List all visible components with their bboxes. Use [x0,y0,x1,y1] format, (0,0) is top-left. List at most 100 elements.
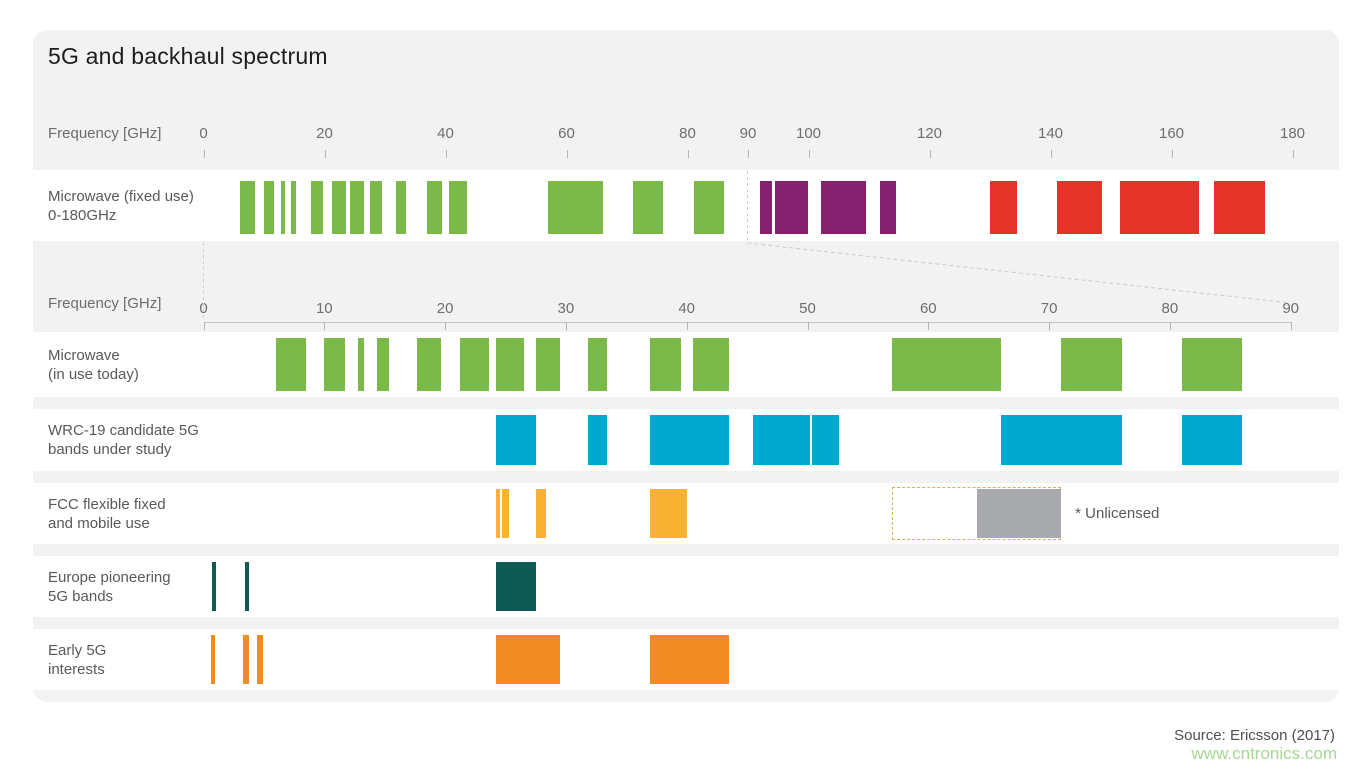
axis-top-tick-label: 90 [739,125,757,142]
axis-main-tick-mark [928,322,930,330]
axis-top-tick-label: 120 [916,125,943,142]
band-segment-fcc-27.5to28.35 [535,489,546,538]
band-segment-wrc19-37to43.5 [650,415,729,465]
axis-top-tick-label: 20 [316,125,333,142]
band-segment-wrc19-45.5to50.2 [753,415,810,465]
row-stripe-inuse [33,332,1339,397]
band-segment-early-0.6to0.7 [210,635,215,684]
axis-main-line [203,322,1291,323]
band-segment-inuse-12.75to13.25 [357,338,364,391]
band-segment-wrc19-66to76 [1000,415,1122,465]
band-segment-early-37to43.5 [650,635,729,684]
band-segment-fixed-141to148.5 [1056,181,1102,234]
axis-main-tick-label: 60 [919,300,937,317]
band-segment-europe-3.4to3.8 [244,562,250,611]
row-label-wrc19: WRC-19 candidate 5G bands under study [48,421,199,459]
axis-main-tick-mark [807,322,809,330]
band-segment-inuse-40.5to43.5 [692,338,729,391]
axis-main-tick-label: 80 [1161,300,1179,317]
axis-main-tick-mark [1049,322,1051,330]
band-segment-inuse-24.25to26.5 [496,338,524,391]
band-segment-fcc-37to40 [650,489,687,538]
axis-main-tick-mark [324,322,326,330]
unlicensed-note: * Unlicensed [1075,504,1160,522]
row-label-line: FCC flexible fixed [48,495,166,513]
row-label-line: Microwave (fixed use) [48,187,194,205]
axis-top-tick-label: 100 [795,125,822,142]
axis-main-tick-mark [565,322,567,330]
band-segment-fixed-27.5to29.5 [369,181,382,234]
axis-top-tick-label: 0 [199,125,208,142]
band-segment-inuse-81to86 [1181,338,1243,391]
row-label-line: WRC-19 candidate 5G [48,422,199,439]
band-segment-inuse-6to8.5 [275,338,307,391]
band-segment-fixed-17.7to19.7 [310,181,323,234]
band-segment-fixed-71to76 [633,181,664,234]
band-segment-fixed-130to134.5 [990,181,1018,234]
row-label-line: 0-180GHz [48,206,117,224]
axis-main-tick-mark [686,322,688,330]
row-label-fixed: Microwave (fixed use) 0-180GHz [48,187,194,225]
axis-main-tick-label: 50 [799,300,816,317]
band-segment-fixed-14.4to15.35 [290,181,297,234]
axis-top-tick-mark [929,150,931,158]
axis-main-tick-label: 70 [1040,300,1058,317]
band-segment-wrc19-31.8to33.4 [587,415,607,465]
band-segment-fixed-21.2to23.6 [331,181,347,234]
axis-main-tick-label: 90 [1282,300,1300,317]
axis-top-tick-label: 140 [1037,125,1064,142]
band-segment-fixed-81to86 [693,181,724,234]
axis-top-tick-mark [808,150,810,158]
axis-main-tick-mark [1169,322,1171,330]
band-segment-early-4.4to4.9 [256,635,263,684]
band-segment-fixed-151.5to164.5 [1120,181,1199,234]
band-segment-inuse-31.8to33.4 [587,338,607,391]
band-segment-fixed-57to66 [548,181,603,234]
axis-main-tick-mark [445,322,447,330]
axis-top-tick-mark [1292,150,1294,158]
band-segment-early-24.25to29.5 [496,635,560,684]
row-label-early: Early 5G interests [48,641,106,679]
row-label-line: and mobile use [48,514,150,532]
band-segment-inuse-37to39.5 [650,338,681,391]
axis-main-tick-label: 40 [678,300,696,317]
band-segment-fixed-10to11.7 [264,181,275,234]
row-label-fcc: FCC flexible fixed and mobile use [48,495,166,533]
band-segment-inuse-21.2to23.6 [459,338,489,391]
band-segment-wrc19-24.25to27.5 [496,415,536,465]
axis-top-tick-mark [1171,150,1173,158]
band-segment-fixed-92to94 [760,181,773,234]
axis-top-tick-mark [203,150,205,158]
band-segment-fixed-24.25to26.5 [350,181,364,234]
row-label-inuse: Microwave (in use today) [48,346,139,384]
axis-top-tick-mark [1050,150,1052,158]
axis-top-tick-label: 180 [1279,125,1306,142]
axis-top-tick-mark [748,150,749,158]
axis-top-tick-mark [445,150,447,158]
band-segment-fixed-12.75to13.25 [280,181,285,234]
axis-main-tick-mark [203,322,205,330]
axis-top-tick-label: 40 [437,125,454,142]
band-segment-europe-24.25to27.5 [496,562,536,611]
band-segment-fixed-167to175.5 [1213,181,1266,234]
axis-main-tick-mark [1290,322,1292,330]
band-segment-inuse-14.4to15.35 [377,338,389,391]
band-segment-fixed-31.8to33.4 [395,181,406,234]
chart-title: 5G and backhaul spectrum [48,43,328,69]
band-segment-inuse-17.7to19.7 [417,338,442,391]
band-segment-fixed-40.5to43.5 [448,181,467,234]
band-segment-fixed-111.8to114.5 [879,181,897,234]
axis-top-tick-mark [324,150,326,158]
row-label-line: 5G bands [48,587,114,605]
band-segment-wrc19-50.4to52.6 [812,415,839,465]
row-label-line: Europe pioneering [48,568,171,586]
axis-main-tick-label: 0 [199,300,208,317]
source-credit: Source: Ericsson (2017) [1174,727,1335,744]
band-segment-fixed-37to39.5 [427,181,443,234]
axis-top-label: Frequency [GHz] [48,125,162,142]
band-segment-fcc-24.75to25.25 [502,489,509,538]
row-label-europe: Europe pioneering 5G bands [48,568,171,606]
band-segment-europe-0.69to0.79 [211,562,216,611]
row-label-line: bands under study [48,441,172,458]
